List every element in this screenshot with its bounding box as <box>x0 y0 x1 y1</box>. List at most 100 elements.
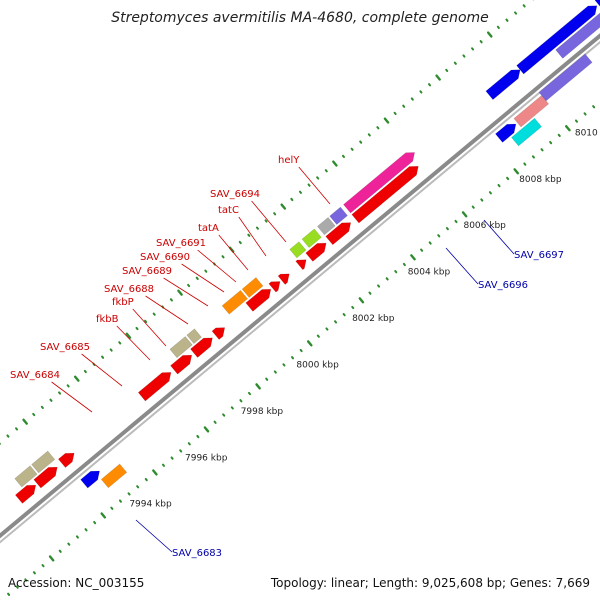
gene-arrow[interactable] <box>100 463 128 489</box>
gene-arrow[interactable] <box>316 216 336 236</box>
gene-arrow[interactable] <box>268 281 281 293</box>
gene-arrow[interactable] <box>295 259 307 271</box>
tick-mark <box>488 191 492 195</box>
gene-arrow[interactable] <box>495 123 517 143</box>
gene-arrow[interactable] <box>511 117 543 147</box>
tick-mark <box>22 418 28 425</box>
gene-arrow[interactable] <box>190 337 213 358</box>
gene-arrow[interactable] <box>221 289 249 315</box>
gene-label[interactable]: fkbB <box>96 314 119 325</box>
gene-arrow[interactable] <box>245 288 272 312</box>
tick-mark <box>32 412 36 417</box>
gene-label[interactable]: SAV_6684 <box>10 370 60 381</box>
ruler-label: 8004 kbp <box>408 268 451 278</box>
tick-mark <box>325 327 329 331</box>
ruler-label: 7996 kbp <box>185 453 228 463</box>
tick-mark <box>66 384 70 388</box>
gene-arrow[interactable] <box>513 95 550 128</box>
gene-arrow[interactable] <box>289 241 307 259</box>
gene-label[interactable]: helY <box>278 155 300 166</box>
tick-mark <box>402 104 406 108</box>
gene-label[interactable]: fkbP <box>112 297 134 308</box>
tick-mark <box>341 154 345 159</box>
tick-mark <box>385 277 389 281</box>
ruler-label: 8000 kbp <box>296 360 339 370</box>
gene-arrow[interactable] <box>538 53 593 102</box>
tick-mark <box>522 4 526 8</box>
gene-arrow[interactable] <box>555 0 600 59</box>
gene-arrow[interactable] <box>211 327 226 340</box>
gene-arrow[interactable] <box>351 165 419 224</box>
gene-arrow[interactable] <box>170 354 193 375</box>
callout-leader <box>81 353 123 387</box>
tick-mark <box>228 246 235 253</box>
gene-label[interactable]: SAV_6696 <box>478 280 528 291</box>
tick-mark <box>445 68 449 72</box>
gene-label[interactable]: SAV_6683 <box>172 548 222 559</box>
gene-arrow[interactable] <box>33 466 58 489</box>
tick-mark <box>359 140 363 144</box>
tick-mark <box>290 197 294 202</box>
tick-mark <box>462 54 466 58</box>
gene-label[interactable]: SAV_6688 <box>104 284 154 295</box>
tick-mark <box>358 297 365 304</box>
gene-arrow[interactable] <box>169 336 193 359</box>
gene-label[interactable]: SAV_6694 <box>210 189 260 200</box>
callout-leader <box>218 234 249 271</box>
gene-label[interactable]: tatC <box>218 205 239 216</box>
callout-leader <box>181 263 225 293</box>
tick-mark <box>583 112 587 116</box>
tick-mark <box>376 126 380 130</box>
tick-mark <box>40 405 44 409</box>
tick-mark <box>523 162 527 166</box>
tick-mark <box>496 25 500 29</box>
gene-arrow[interactable] <box>277 273 290 285</box>
gene-arrow[interactable] <box>305 242 327 262</box>
callout-leader <box>251 200 287 243</box>
tick-mark <box>332 160 338 167</box>
gene-arrow[interactable] <box>186 328 202 345</box>
gene-arrow[interactable] <box>301 228 322 249</box>
gene-arrow[interactable] <box>594 0 600 9</box>
gene-label[interactable]: SAV_6689 <box>122 266 172 277</box>
tick-mark <box>93 520 97 525</box>
gene-arrow[interactable] <box>137 372 172 402</box>
tick-mark <box>506 176 510 181</box>
gene-arrow[interactable] <box>31 450 56 474</box>
tick-mark <box>83 369 87 374</box>
gene-features <box>14 0 600 504</box>
gene-arrow[interactable] <box>80 470 100 489</box>
gene-arrow[interactable] <box>516 5 598 75</box>
gene-label[interactable]: SAV_6691 <box>156 238 206 249</box>
gene-arrow[interactable] <box>343 152 416 214</box>
tick-mark <box>127 492 131 496</box>
gene-arrow[interactable] <box>329 206 348 225</box>
ruler-labels: 7994 kbp 7996 kbp 7998 kbp 8000 kbp 8002 kbp… <box>129 128 600 509</box>
tick-mark <box>299 348 303 353</box>
tick-mark <box>58 391 62 395</box>
tick-mark <box>394 270 398 274</box>
tick-mark <box>471 47 475 51</box>
gene-label[interactable]: SAV_6690 <box>140 252 190 263</box>
gene-arrow[interactable] <box>14 484 37 504</box>
tick-mark <box>514 11 518 15</box>
gene-label[interactable]: SAV_6685 <box>40 342 90 353</box>
tick-mark <box>264 219 268 223</box>
tick-mark <box>531 155 535 159</box>
gene-label[interactable]: tatA <box>198 223 219 234</box>
tick-mark <box>377 284 381 288</box>
tick-mark <box>428 241 432 245</box>
callout-leader <box>51 381 93 413</box>
gene-arrow[interactable] <box>14 465 38 488</box>
gene-label[interactable]: SAV_6697 <box>514 250 564 261</box>
tick-mark <box>170 456 174 460</box>
gene-arrow[interactable] <box>485 69 521 100</box>
gene-arrow[interactable] <box>241 277 264 298</box>
tick-mark <box>118 499 122 503</box>
tick-mark <box>248 391 252 396</box>
gene-arrow[interactable] <box>325 222 352 246</box>
tick-mark <box>75 535 79 539</box>
tick-mark <box>410 97 414 101</box>
gene-arrow[interactable] <box>57 452 75 468</box>
